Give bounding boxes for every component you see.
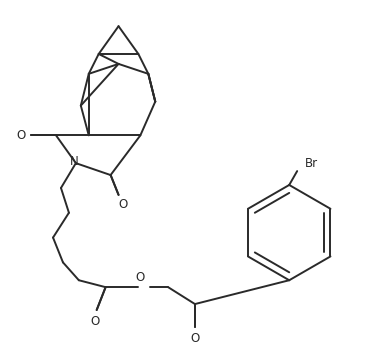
Text: O: O [119,198,128,211]
Text: O: O [90,315,99,329]
Text: N: N [70,155,78,168]
Text: Br: Br [305,157,318,170]
Text: O: O [190,332,200,345]
Text: O: O [136,271,145,284]
Text: O: O [17,129,26,142]
